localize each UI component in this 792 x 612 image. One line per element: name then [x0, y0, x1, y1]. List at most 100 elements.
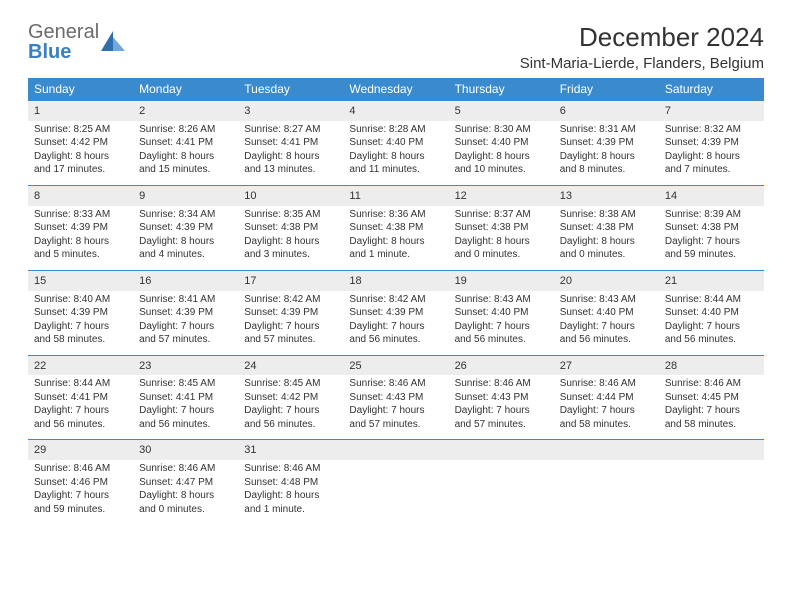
daylight-text-2: and 13 minutes.	[244, 163, 337, 177]
sunrise-text: Sunrise: 8:38 AM	[560, 208, 653, 222]
sunset-text: Sunset: 4:38 PM	[455, 221, 548, 235]
sunrise-text: Sunrise: 8:44 AM	[34, 377, 127, 391]
daylight-text-1: Daylight: 7 hours	[665, 404, 758, 418]
day-number-row: 15161718192021	[28, 270, 764, 290]
daylight-text-1: Daylight: 8 hours	[244, 150, 337, 164]
day-number: 24	[238, 355, 343, 375]
daylight-text-1: Daylight: 8 hours	[244, 235, 337, 249]
day-cell: Sunrise: 8:43 AMSunset: 4:40 PMDaylight:…	[554, 291, 659, 356]
sunset-text: Sunset: 4:40 PM	[455, 306, 548, 320]
sunrise-text: Sunrise: 8:43 AM	[455, 293, 548, 307]
header: General Blue December 2024 Sint-Maria-Li…	[28, 22, 764, 72]
daylight-text-1: Daylight: 7 hours	[244, 320, 337, 334]
sunrise-text: Sunrise: 8:28 AM	[349, 123, 442, 137]
sunset-text: Sunset: 4:39 PM	[665, 136, 758, 150]
sunrise-text: Sunrise: 8:37 AM	[455, 208, 548, 222]
day-number: 16	[133, 270, 238, 290]
sunrise-text: Sunrise: 8:46 AM	[34, 462, 127, 476]
day-number: 5	[449, 101, 554, 121]
day-number-row: 293031	[28, 440, 764, 460]
daylight-text-1: Daylight: 8 hours	[139, 235, 232, 249]
empty-cell	[554, 440, 659, 460]
empty-cell	[659, 460, 764, 524]
daylight-text-1: Daylight: 8 hours	[139, 489, 232, 503]
daylight-text-1: Daylight: 7 hours	[455, 404, 548, 418]
sunset-text: Sunset: 4:48 PM	[244, 476, 337, 490]
brand-word-2: Blue	[28, 41, 71, 63]
empty-cell	[343, 460, 448, 524]
day-cell: Sunrise: 8:39 AMSunset: 4:38 PMDaylight:…	[659, 206, 764, 271]
daylight-text-2: and 1 minute.	[244, 503, 337, 517]
daylight-text-2: and 57 minutes.	[244, 333, 337, 347]
weekday-header: Monday	[133, 78, 238, 101]
sunset-text: Sunset: 4:39 PM	[34, 306, 127, 320]
day-number: 12	[449, 185, 554, 205]
day-number: 23	[133, 355, 238, 375]
day-cell: Sunrise: 8:46 AMSunset: 4:48 PMDaylight:…	[238, 460, 343, 524]
day-cell: Sunrise: 8:42 AMSunset: 4:39 PMDaylight:…	[238, 291, 343, 356]
sunrise-text: Sunrise: 8:42 AM	[349, 293, 442, 307]
daylight-text-2: and 57 minutes.	[349, 418, 442, 432]
weekday-header: Thursday	[449, 78, 554, 101]
sunset-text: Sunset: 4:40 PM	[665, 306, 758, 320]
sunset-text: Sunset: 4:40 PM	[455, 136, 548, 150]
day-number: 14	[659, 185, 764, 205]
logo-mark-icon	[101, 31, 127, 53]
daylight-text-1: Daylight: 7 hours	[139, 320, 232, 334]
day-number: 28	[659, 355, 764, 375]
sunset-text: Sunset: 4:39 PM	[34, 221, 127, 235]
day-cell: Sunrise: 8:25 AMSunset: 4:42 PMDaylight:…	[28, 121, 133, 186]
day-cell: Sunrise: 8:32 AMSunset: 4:39 PMDaylight:…	[659, 121, 764, 186]
day-cell: Sunrise: 8:37 AMSunset: 4:38 PMDaylight:…	[449, 206, 554, 271]
day-cell: Sunrise: 8:46 AMSunset: 4:46 PMDaylight:…	[28, 460, 133, 524]
day-cell: Sunrise: 8:41 AMSunset: 4:39 PMDaylight:…	[133, 291, 238, 356]
day-number: 4	[343, 101, 448, 121]
empty-cell	[659, 440, 764, 460]
sunset-text: Sunset: 4:40 PM	[560, 306, 653, 320]
day-number: 27	[554, 355, 659, 375]
daylight-text-2: and 59 minutes.	[34, 503, 127, 517]
day-number: 17	[238, 270, 343, 290]
empty-cell	[449, 460, 554, 524]
day-cell: Sunrise: 8:43 AMSunset: 4:40 PMDaylight:…	[449, 291, 554, 356]
sunset-text: Sunset: 4:38 PM	[665, 221, 758, 235]
sunset-text: Sunset: 4:38 PM	[560, 221, 653, 235]
day-cell: Sunrise: 8:45 AMSunset: 4:41 PMDaylight:…	[133, 375, 238, 440]
empty-cell	[449, 440, 554, 460]
daylight-text-1: Daylight: 7 hours	[244, 404, 337, 418]
daylight-text-1: Daylight: 8 hours	[244, 489, 337, 503]
daylight-text-2: and 56 minutes.	[665, 333, 758, 347]
sunset-text: Sunset: 4:41 PM	[244, 136, 337, 150]
day-number: 21	[659, 270, 764, 290]
day-content-row: Sunrise: 8:33 AMSunset: 4:39 PMDaylight:…	[28, 206, 764, 271]
brand-logo: General Blue	[28, 22, 127, 62]
daylight-text-1: Daylight: 7 hours	[560, 320, 653, 334]
day-number: 15	[28, 270, 133, 290]
sunset-text: Sunset: 4:47 PM	[139, 476, 232, 490]
daylight-text-1: Daylight: 7 hours	[34, 320, 127, 334]
day-content-row: Sunrise: 8:46 AMSunset: 4:46 PM Daylight:…	[28, 460, 764, 524]
daylight-text-2: and 57 minutes.	[455, 418, 548, 432]
day-number: 6	[554, 101, 659, 121]
daylight-text-2: and 1 minute.	[349, 248, 442, 262]
day-number-row: 891011121314	[28, 185, 764, 205]
day-cell: Sunrise: 8:46 AMSunset: 4:45 PMDaylight:…	[659, 375, 764, 440]
daylight-text-1: Daylight: 7 hours	[455, 320, 548, 334]
brand-word-1: General	[28, 21, 99, 43]
day-cell: Sunrise: 8:46 AMSunset: 4:44 PMDaylight:…	[554, 375, 659, 440]
day-number: 1	[28, 101, 133, 121]
sunrise-text: Sunrise: 8:45 AM	[139, 377, 232, 391]
daylight-text-1: Daylight: 8 hours	[34, 235, 127, 249]
daylight-text-1: Daylight: 7 hours	[139, 404, 232, 418]
day-cell: Sunrise: 8:30 AMSunset: 4:40 PMDaylight:…	[449, 121, 554, 186]
sunrise-text: Sunrise: 8:26 AM	[139, 123, 232, 137]
day-number: 29	[28, 440, 133, 460]
sunrise-text: Sunrise: 8:25 AM	[34, 123, 127, 137]
empty-cell	[554, 460, 659, 524]
sunrise-text: Sunrise: 8:31 AM	[560, 123, 653, 137]
sunset-text: Sunset: 4:46 PM	[34, 476, 127, 490]
daylight-text-2: and 56 minutes.	[244, 418, 337, 432]
daylight-text-1: Daylight: 7 hours	[349, 404, 442, 418]
day-cell: Sunrise: 8:31 AMSunset: 4:39 PMDaylight:…	[554, 121, 659, 186]
sunset-text: Sunset: 4:42 PM	[34, 136, 127, 150]
